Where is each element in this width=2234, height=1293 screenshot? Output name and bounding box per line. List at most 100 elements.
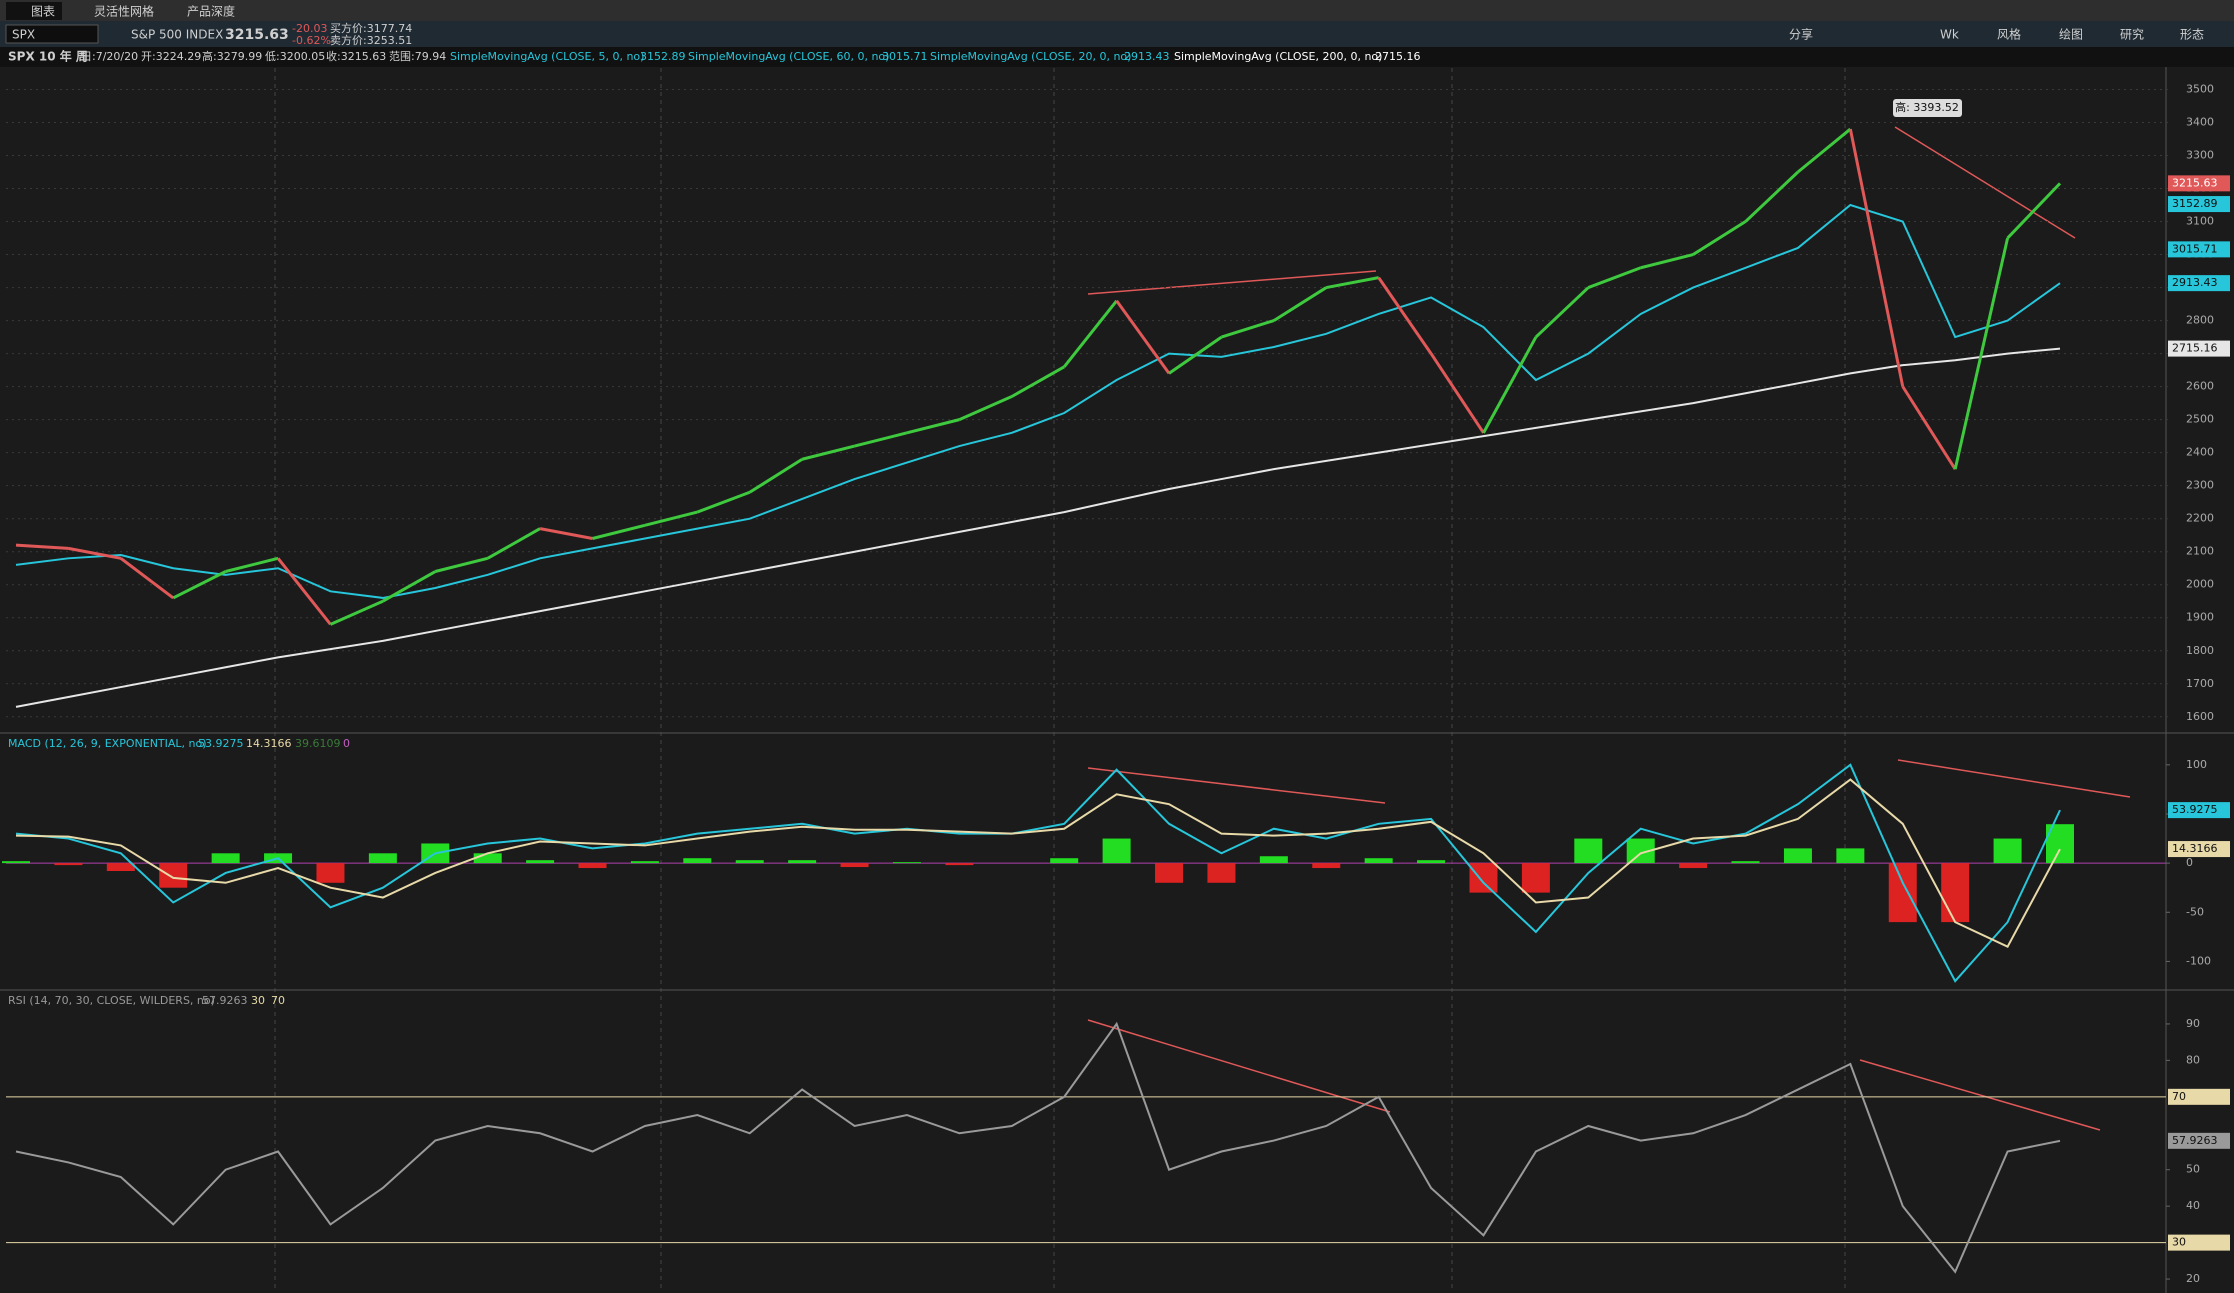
price-segment — [434, 556, 489, 573]
toolbar-button[interactable]: Wk — [1940, 28, 1959, 42]
y-tick-label: 3100 — [2186, 215, 2214, 228]
header-bar — [0, 47, 2234, 67]
toolbar-button[interactable]: 形态 — [2180, 28, 2204, 42]
study-label: SimpleMovingAvg (CLOSE, 60, 0, no) — [688, 50, 889, 63]
price-segment — [854, 431, 908, 448]
histogram-bar — [1050, 858, 1079, 864]
histogram-bar — [473, 853, 502, 864]
ask: 卖方价:3253.51 — [330, 33, 412, 47]
histogram-bar — [1417, 860, 1446, 864]
value-badge — [2168, 1234, 2230, 1251]
tab-active[interactable] — [6, 2, 62, 20]
y-tick-label: 3300 — [2186, 148, 2214, 161]
value-badge — [2168, 196, 2230, 213]
price-segment — [592, 523, 646, 540]
price-segment — [1429, 352, 1485, 434]
panel-value: 30 — [251, 994, 265, 1007]
ohlc-field: 高:3279.99 — [202, 49, 262, 63]
price-segment — [2006, 182, 2062, 240]
panel-value: 39.6109 — [295, 737, 341, 750]
tab[interactable]: 灵活性网格 — [94, 4, 154, 19]
histogram-bar — [735, 860, 764, 864]
tab[interactable]: 产品深度 — [187, 4, 235, 19]
histogram-bar — [1102, 838, 1131, 864]
panel-value: 57.9263 — [202, 994, 248, 1007]
price-segment — [1168, 335, 1223, 375]
histogram-bar — [892, 862, 921, 864]
symbol[interactable]: SPX — [12, 28, 35, 42]
series-line — [15, 1021, 2061, 1274]
y-tick-label: 20 — [2186, 1272, 2200, 1285]
panel-value: 53.9275 — [198, 737, 244, 750]
trend-lines — [1087, 126, 2131, 1131]
price-segment — [1063, 299, 1118, 368]
price-segment — [801, 444, 855, 461]
price-segment — [15, 543, 69, 550]
histogram-bar — [1679, 863, 1708, 869]
price-segment — [382, 570, 437, 603]
value-badge-label: 2715.16 — [2172, 342, 2218, 355]
toolbar-button[interactable]: 绘图 — [2059, 27, 2083, 42]
y-tick-label: 2300 — [2186, 479, 2214, 492]
study-label: SimpleMovingAvg (CLOSE, 200, 0, no) — [1174, 50, 1382, 63]
value-badge — [2168, 802, 2230, 819]
price-segment — [1534, 286, 1590, 339]
chart-symbol: SPX 10 年 周 — [8, 49, 88, 64]
value-badge — [2168, 175, 2230, 192]
price-segment — [329, 599, 384, 626]
y-tick-label: 3400 — [2186, 115, 2214, 128]
price-segment — [1325, 276, 1379, 290]
histogram-bar — [1888, 863, 1917, 923]
y-tick-label: 1700 — [2186, 677, 2214, 690]
price-segment — [1848, 128, 1905, 387]
y-tick-label: 3500 — [2186, 82, 2214, 95]
y-tick-label: 0 — [2186, 856, 2193, 869]
value-badge-label: 3215.63 — [2172, 176, 2218, 189]
histogram-bar — [368, 853, 397, 864]
series-line — [15, 203, 2061, 599]
price-segment — [958, 395, 1013, 422]
price-segment — [1482, 336, 1538, 434]
y-tick-label: 2600 — [2186, 380, 2214, 393]
value-badge-label: 2913.43 — [2172, 276, 2218, 289]
panel-title: RSI (14, 70, 30, CLOSE, WILDERS, no) — [8, 994, 215, 1007]
value-badge-label: 57.9263 — [2172, 1134, 2218, 1147]
bid: 买方价:3177.74 — [330, 21, 412, 35]
study-value: 3152.89 — [640, 50, 686, 63]
y-tick-label: 80 — [2186, 1053, 2200, 1066]
ohlc-field: 日:7/20/20 — [81, 50, 138, 63]
histogram-bar — [1836, 848, 1865, 864]
annotation: 高: 3393.52 — [1895, 100, 1959, 114]
ohlc-field: 低:3200.05 — [265, 50, 325, 63]
toolbar-button[interactable]: 分享 — [1789, 27, 1813, 42]
change: -20.03 — [292, 22, 327, 35]
y-tick-label: 2200 — [2186, 512, 2214, 525]
y-tick-label: 2400 — [2186, 446, 2214, 459]
histogram-bar — [578, 863, 607, 869]
date-separators — [274, 68, 1846, 1290]
price-segment — [1220, 319, 1275, 339]
histogram-bar — [54, 863, 83, 866]
panel-value: 0 — [343, 737, 350, 750]
price-segment — [1115, 299, 1171, 375]
toolbar-button[interactable]: 风格 — [1997, 27, 2021, 42]
price-segment — [486, 527, 541, 560]
histogram-bar — [788, 860, 817, 864]
histogram-bar — [1259, 856, 1288, 864]
value-badge-label: 70 — [2172, 1090, 2186, 1103]
y-tick-label: 2100 — [2186, 545, 2214, 558]
symbol-input[interactable] — [5, 24, 99, 44]
ohlc-field: 收:3215.63 — [326, 49, 386, 63]
histogram-bar — [1783, 848, 1812, 864]
y-tick-label: 90 — [2186, 1017, 2200, 1030]
histogram-bar — [526, 860, 555, 864]
tab[interactable]: 图表 — [31, 5, 55, 19]
y-tick-label: 100 — [2186, 758, 2207, 771]
price-segment — [1953, 237, 2010, 470]
panel-value: 14.3166 — [246, 737, 292, 750]
toolbar-button[interactable]: 研究 — [2120, 27, 2144, 42]
y-tick-label: 2500 — [2186, 413, 2214, 426]
histogram-bar — [840, 863, 869, 868]
price-segment — [1273, 286, 1328, 322]
